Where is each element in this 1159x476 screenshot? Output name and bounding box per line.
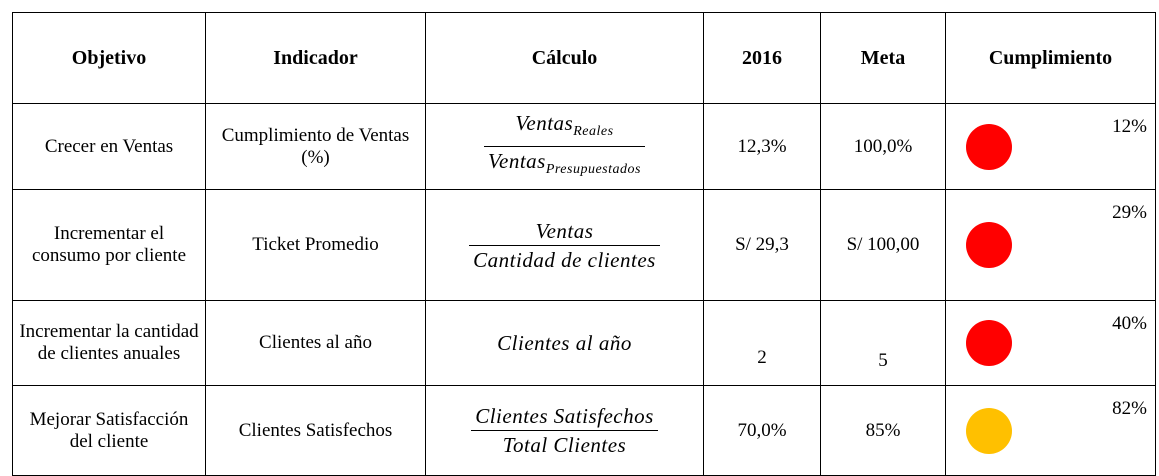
cumplimiento-cell: 29% [945, 189, 1156, 301]
indicador-cell: Clientes Satisfechos [205, 385, 426, 476]
numerator: VentasReales [484, 112, 645, 146]
numerator-text: Clientes Satisfechos [475, 404, 654, 428]
status-dot [966, 222, 1012, 268]
meta-cell: 100,0% [820, 103, 946, 190]
table-row: Mejorar Satisfacción del cliente Clientes… [12, 385, 1156, 476]
objetivo-cell: Mejorar Satisfacción del cliente [12, 385, 206, 476]
fraction: Clientes Satisfechos Total Clientes [471, 405, 658, 456]
calculo-cell: Clientes al año [425, 300, 704, 386]
calculo-cell: VentasReales VentasPresupuestados [425, 103, 704, 190]
header-row: Objetivo Indicador Cálculo 2016 Meta Cumplimi… [12, 12, 1156, 104]
cumplimiento-value: 82% [1112, 398, 1147, 419]
objetivo-cell: Incrementar la cantidad de clientes anua… [12, 300, 206, 386]
table-row: Incrementar el consumo por cliente Ticket… [12, 189, 1156, 301]
page: Objetivo Indicador Cálculo 2016 Meta Cumplimi… [12, 12, 1156, 476]
indicador-cell: Cumplimiento de Ventas (%) [205, 103, 426, 190]
indicador-cell: Ticket Promedio [205, 189, 426, 301]
denominator: Total Clientes [471, 430, 658, 456]
denominator: VentasPresupuestados [484, 146, 645, 181]
denominator-text: Cantidad de clientes [473, 247, 656, 272]
fraction: VentasReales VentasPresupuestados [484, 112, 645, 181]
meta-cell: S/ 100,00 [820, 189, 946, 301]
meta-cell: 85% [820, 385, 946, 476]
year-cell: 12,3% [703, 103, 821, 190]
objetivo-cell: Crecer en Ventas [12, 103, 206, 190]
fraction: Ventas Cantidad de clientes [469, 220, 660, 271]
header-cell: 2016 [703, 12, 821, 104]
denominator-text: Ventas [488, 149, 546, 173]
status-dot [966, 123, 1012, 170]
numerator: Clientes Satisfechos [471, 405, 658, 430]
year-cell: 2 [703, 300, 821, 386]
kpi-table: Objetivo Indicador Cálculo 2016 Meta Cumplimi… [12, 12, 1156, 476]
numerator: Ventas [469, 220, 660, 245]
header-cell: Objetivo [12, 12, 206, 104]
table-body: Crecer en Ventas Cumplimiento de Ventas (… [12, 103, 1156, 476]
table-row: Crecer en Ventas Cumplimiento de Ventas (… [12, 103, 1156, 190]
formula-text: Clientes al año [497, 331, 632, 355]
table-wrap: Objetivo Indicador Cálculo 2016 Meta Cumplimi… [12, 12, 1156, 476]
cumplimiento-cell: 40% [945, 300, 1156, 386]
year-cell: S/ 29,3 [703, 189, 821, 301]
denominator-text: Total Clientes [502, 433, 627, 457]
header-cell: Cálculo [425, 12, 704, 104]
header-cell: Meta [820, 12, 946, 104]
header-cell: Indicador [205, 12, 426, 104]
numerator-text: Ventas [515, 110, 574, 135]
status-dot [966, 407, 1012, 454]
denominator: Cantidad de clientes [469, 244, 660, 272]
cumplimiento-value: 29% [1112, 202, 1147, 223]
calculo-cell: Ventas Cantidad de clientes [425, 189, 704, 301]
table-row: Incrementar la cantidad de clientes anua… [12, 300, 1156, 386]
denominator-sub: Presupuestados [545, 162, 641, 178]
objetivo-cell: Incrementar el consumo por cliente [12, 189, 206, 301]
numerator-text: Ventas [535, 218, 594, 243]
cumplimiento-cell: 82% [945, 385, 1156, 476]
header-cell: Cumplimiento [945, 12, 1156, 104]
status-dot [966, 320, 1012, 366]
indicador-cell: Clientes al año [205, 300, 426, 386]
numerator-sub: Reales [573, 124, 614, 139]
year-cell: 70,0% [703, 385, 821, 476]
cumplimiento-cell: 12% [945, 103, 1156, 190]
meta-cell: 5 [820, 300, 946, 386]
calculo-cell: Clientes Satisfechos Total Clientes [425, 385, 704, 476]
cumplimiento-value: 12% [1112, 116, 1147, 137]
cumplimiento-value: 40% [1112, 313, 1147, 334]
